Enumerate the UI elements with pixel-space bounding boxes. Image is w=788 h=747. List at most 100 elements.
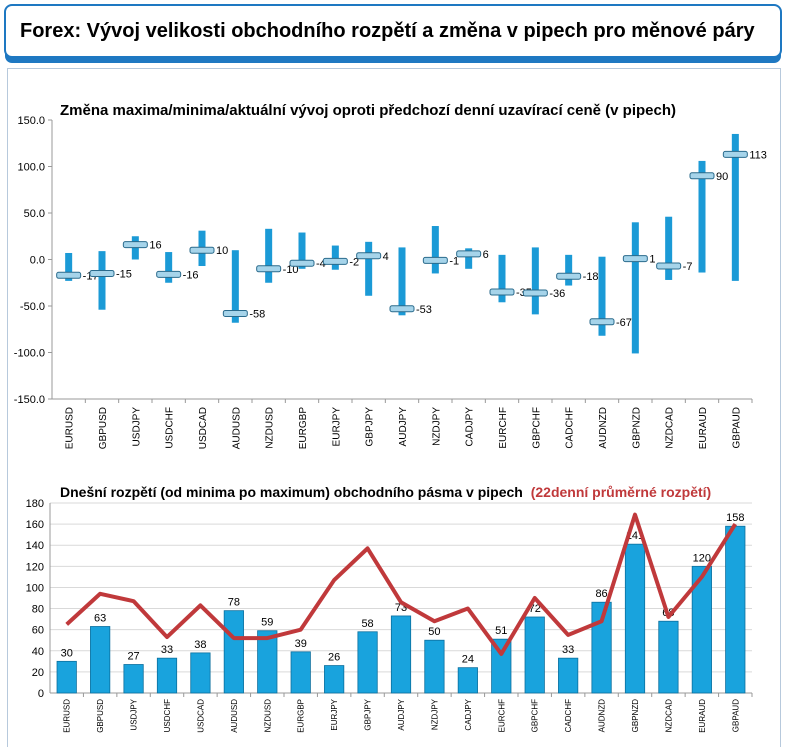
bar-nzdusd (257, 630, 278, 694)
current-marker-usdcad (189, 246, 215, 254)
x-tick-label: NZDCAD (664, 699, 673, 733)
x-tick-label: AUDJPY (397, 698, 406, 730)
current-marker-eurchf (489, 288, 515, 296)
range-bar-audjpy (398, 247, 406, 316)
range-bar-usdchf (165, 252, 173, 283)
y-tick-label: 140 (26, 540, 44, 552)
x-tick-label: USDCAD (196, 699, 205, 733)
bar-gbpchf (524, 616, 545, 694)
y-tick-label: 20 (32, 667, 44, 679)
x-tick-label: GBPUSD (96, 699, 105, 733)
x-tick-label: GBPCHF (531, 699, 540, 732)
range-bar-audnzd (598, 256, 606, 336)
bar-chart-title-main: Dnešní rozpětí (od minima po maximum) ob… (60, 484, 523, 500)
current-label: -2 (349, 256, 359, 268)
current-label: -1 (449, 255, 459, 267)
bar-usdjpy (123, 664, 144, 694)
bar-value-label: 158 (726, 512, 744, 524)
bar-value-label: 58 (361, 618, 373, 630)
current-marker-gbpchf (522, 289, 548, 297)
bar-value-label: 120 (693, 552, 711, 564)
current-label: -4 (316, 258, 326, 270)
y-tick-label: 50.0 (24, 208, 45, 220)
bar-euraud (691, 565, 712, 694)
current-label: 4 (383, 251, 389, 263)
current-marker-cadjpy (456, 250, 482, 258)
x-tick-label: GBPUSD (98, 407, 109, 449)
bar-value-label: 27 (127, 651, 139, 663)
bar-gbpaud (725, 525, 746, 694)
current-marker-nzdusd (256, 265, 282, 273)
current-label: -18 (583, 271, 599, 283)
current-label: -10 (283, 264, 299, 276)
current-marker-audjpy (389, 305, 415, 313)
bar-value-label: 39 (295, 638, 307, 650)
range-bar-gbpaud (731, 133, 739, 281)
bar-gbpusd (90, 626, 111, 694)
range-bar-gbpnzd (631, 222, 639, 354)
y-tick-label: 100 (26, 582, 44, 594)
x-tick-label: AUDNZD (598, 699, 607, 733)
y-tick-label: 80 (32, 604, 44, 616)
x-tick-label: NZDJPY (431, 407, 442, 446)
bar-audusd (223, 610, 244, 694)
bar-value-label: 26 (328, 652, 340, 664)
current-label: -7 (683, 261, 693, 273)
x-tick-label: CADJPY (465, 407, 476, 447)
current-marker-audusd (222, 309, 248, 317)
x-tick-label: AUDJPY (398, 407, 409, 447)
bar-chart-title: Dnešní rozpětí (od minima po maximum) ob… (60, 484, 711, 500)
current-label: 90 (716, 171, 728, 183)
x-tick-label: USDCAD (198, 407, 209, 449)
x-tick-label: USDCHF (163, 699, 172, 732)
y-tick-label: 60 (32, 625, 44, 637)
current-marker-cadchf (556, 272, 582, 280)
x-tick-label: AUDUSD (231, 407, 242, 449)
current-marker-gbpjpy (356, 252, 382, 260)
x-tick-label: GBPAUD (731, 699, 740, 732)
bar-value-label: 63 (94, 613, 106, 625)
range-bar-nzdcad (665, 216, 673, 280)
bar-value-label: 38 (194, 639, 206, 651)
range-bar-nzdusd (265, 228, 273, 283)
x-tick-label: USDJPY (131, 407, 142, 447)
x-tick-label: EURUSD (63, 699, 72, 733)
x-tick-label: CADJPY (464, 698, 473, 730)
bar-value-label: 30 (61, 647, 73, 659)
range-chart-title: Změna maxima/minima/aktuální vývoj oprot… (60, 102, 676, 119)
current-label: -36 (549, 288, 565, 300)
x-tick-label: EURAUD (698, 699, 707, 733)
bar-value-label: 59 (261, 617, 273, 629)
bar-value-label: 24 (462, 654, 474, 666)
range-bar-cadchf (565, 254, 573, 286)
x-tick-label: GBPAUD (731, 407, 742, 449)
current-label: -16 (183, 269, 199, 281)
current-label: -67 (616, 317, 632, 329)
current-marker-gbpusd (89, 269, 115, 277)
current-marker-eurjpy (322, 257, 348, 265)
y-tick-label: -100.0 (14, 348, 45, 360)
range-bar-euraud (698, 160, 706, 273)
x-tick-label: NZDUSD (263, 699, 272, 733)
range-bar-cadjpy (465, 248, 473, 269)
range-bar-eurgbp (298, 232, 306, 269)
bar-usdchf (156, 657, 178, 694)
current-label: 6 (483, 249, 489, 261)
bar-value-label: 86 (595, 588, 607, 600)
y-tick-label: 120 (26, 561, 44, 573)
x-tick-label: GBPJPY (365, 407, 376, 447)
bar-nzdcad (658, 620, 679, 694)
bar-value-label: 78 (228, 597, 240, 609)
bar-eurusd (56, 660, 77, 694)
y-tick-label: -50.0 (20, 301, 45, 313)
current-label: 1 (649, 254, 655, 266)
x-tick-label: EURGBP (297, 699, 306, 733)
x-tick-label: EURUSD (65, 407, 76, 449)
bar-eurgbp (290, 651, 311, 694)
range-bar-eurusd (65, 252, 73, 281)
x-tick-label: EURGBP (298, 407, 309, 450)
range-bar-audusd (231, 250, 239, 323)
range-bar-eurjpy (331, 245, 339, 270)
current-label: 10 (216, 245, 228, 257)
